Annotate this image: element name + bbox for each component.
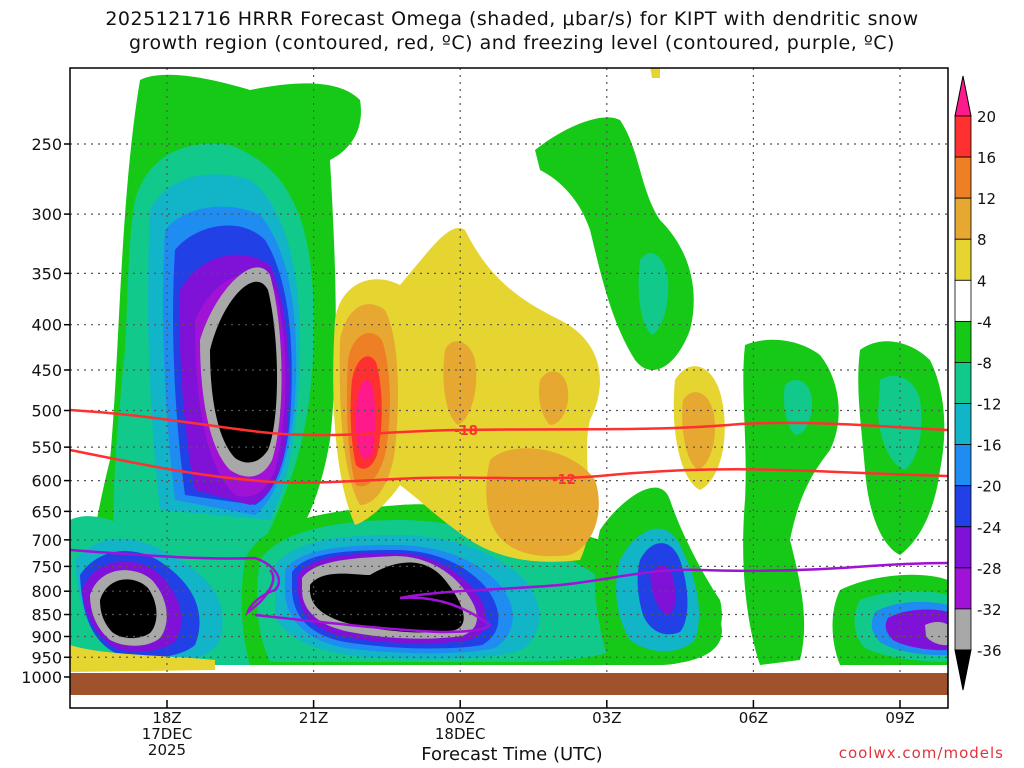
colorbar-label-4: 4 [977,272,987,290]
omega-black-lowmid [310,562,464,633]
dgz-contour-minus12 [69,448,949,484]
colorbar-arrow-top [954,75,972,117]
y-tick-label-950: 950 [31,648,62,667]
colorbar-swatch-4 [954,279,972,322]
omega-black-lowleft [100,579,157,639]
y-tick-label-650: 650 [31,502,62,521]
omega-purple-right-low [650,565,676,615]
x-axis-title: Forecast Time (UTC) [421,744,603,765]
y-tick-label-350: 350 [31,264,62,283]
freezing-level-contour [69,548,949,634]
x-tick-label-03Z: 03Z [592,709,621,727]
grid-lines [70,68,948,673]
colorbar-swatch-3 [954,238,972,281]
colorbar-swatch-9 [954,485,972,528]
colorbar-label--16: -16 [977,437,1002,455]
colorbar-swatch-2 [954,197,972,240]
colorbar-swatch-12 [954,608,972,651]
chart-title-line1: 2025121716 HRRR Forecast Omega (shaded, … [105,8,919,30]
omega-orange-right [682,392,716,470]
colorbar-label-16: 16 [977,149,996,167]
colorbar-swatch-11 [954,567,972,610]
x-tick-label-09Z: 09Z [885,709,914,727]
colorbar-swatch-10 [954,526,972,569]
colorbar-label--24: -24 [977,519,1002,537]
contour-label-minus12: -12 [552,473,576,488]
omega-teal-farright1 [783,380,813,435]
x-tick-label-06Z: 06Z [739,709,768,727]
colorbar-swatch-5 [954,320,972,363]
omega-magenta-mid [355,380,376,460]
colorbar-swatch-8 [954,444,972,487]
y-tick-label-600: 600 [31,472,62,491]
colorbar-label--8: -8 [977,354,992,372]
omega-shading [70,68,948,672]
colorbar-label--36: -36 [977,642,1002,660]
colorbar-label--4: -4 [977,313,992,331]
colorbar-label--32: -32 [977,601,1002,619]
chart-title-line2: growth region (contoured, red, ºC) and f… [129,32,895,54]
below-ground [70,695,948,708]
y-tick-label-900: 900 [31,627,62,646]
y-tick-label-400: 400 [31,316,62,335]
colorbar-swatch-7 [954,403,972,446]
colorbar-label-20: 20 [977,108,996,126]
colorbar-swatch-1 [954,156,972,199]
colorbar-label--12: -12 [977,396,1002,414]
y-tick-label-750: 750 [31,557,62,576]
x-tick-label-18Z: 18Z [152,709,181,727]
omega-teal-farright2 [878,375,922,470]
y-tick-label-550: 550 [31,438,62,457]
credit-link[interactable]: coolwx.com/models [838,744,1004,762]
omega-black-left [210,281,277,463]
y-tick-label-700: 700 [31,531,62,550]
y-tick-label-250: 250 [31,135,62,154]
colorbar-swatch-6 [954,362,972,404]
y-tick-label-450: 450 [31,361,62,380]
y-tick-label-500: 500 [31,402,62,421]
y-tick-label-1000: 1000 [21,668,62,687]
omega-orange-blob3 [538,371,569,425]
omega-yellow-surface [70,645,215,672]
x-tick-label-21Z: 21Z [299,709,328,727]
y-tick-label-850: 850 [31,606,62,625]
omega-orange-blob2 [486,448,599,557]
y-tick-label-800: 800 [31,582,62,601]
colorbar-arrow-bottom [954,649,972,691]
contour-label-minus18: -18 [454,424,478,439]
plot-frame [69,67,949,709]
omega-gray-farright3 [925,621,948,646]
colorbar-label-12: 12 [977,190,996,208]
x-tick-label-00Z: 00Z [446,709,475,727]
y-axis: 250 300 350 400 450 500 550 600 650 700 750 800 850 9… [21,135,70,687]
colorbar-swatch-0 [954,115,972,158]
colorbar-label-8: 8 [977,231,987,249]
x-tick-year-18Z: 2025 [148,741,186,759]
x-tick-date-18Z: 17DEC [142,725,193,743]
ground-fill [70,673,948,695]
colorbar-label--28: -28 [977,560,1002,578]
y-tick-label-300: 300 [31,205,62,224]
colorbar-label--20: -20 [977,478,1002,496]
dgz-contour-minus18 [69,408,949,437]
omega-green-farright1 [743,339,839,665]
colorbar: 20 16 12 8 4 -4 -8 -12 -16 -20 -24 -28 -32 -36 [954,75,1002,691]
omega-yellow-top [650,68,660,78]
x-tick-date-00Z: 18DEC [435,725,486,743]
